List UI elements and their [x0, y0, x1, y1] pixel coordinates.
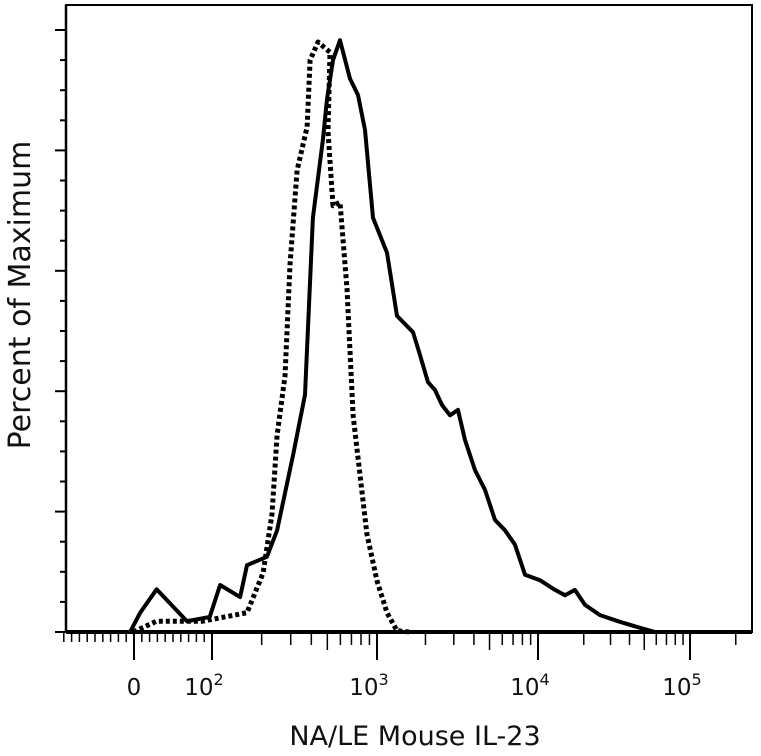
series-group — [128, 38, 656, 635]
series-line-solid — [128, 38, 656, 634]
x-tick-label: 105 — [662, 670, 701, 701]
x-tick-label: 102 — [184, 670, 223, 701]
x-tick-label: 0 — [127, 675, 142, 701]
series-line-dotted — [132, 39, 411, 635]
x-tick-label: 103 — [349, 670, 388, 701]
x-tick-label: 104 — [510, 670, 549, 701]
x-tick-labels: 0 102 103 104 105 — [127, 670, 702, 701]
axis-ticks — [55, 29, 737, 660]
x-axis-title: NA/LE Mouse IL-23 — [289, 721, 540, 752]
plot-frame — [65, 4, 753, 633]
y-axis-title: Percent of Maximum — [3, 141, 38, 450]
